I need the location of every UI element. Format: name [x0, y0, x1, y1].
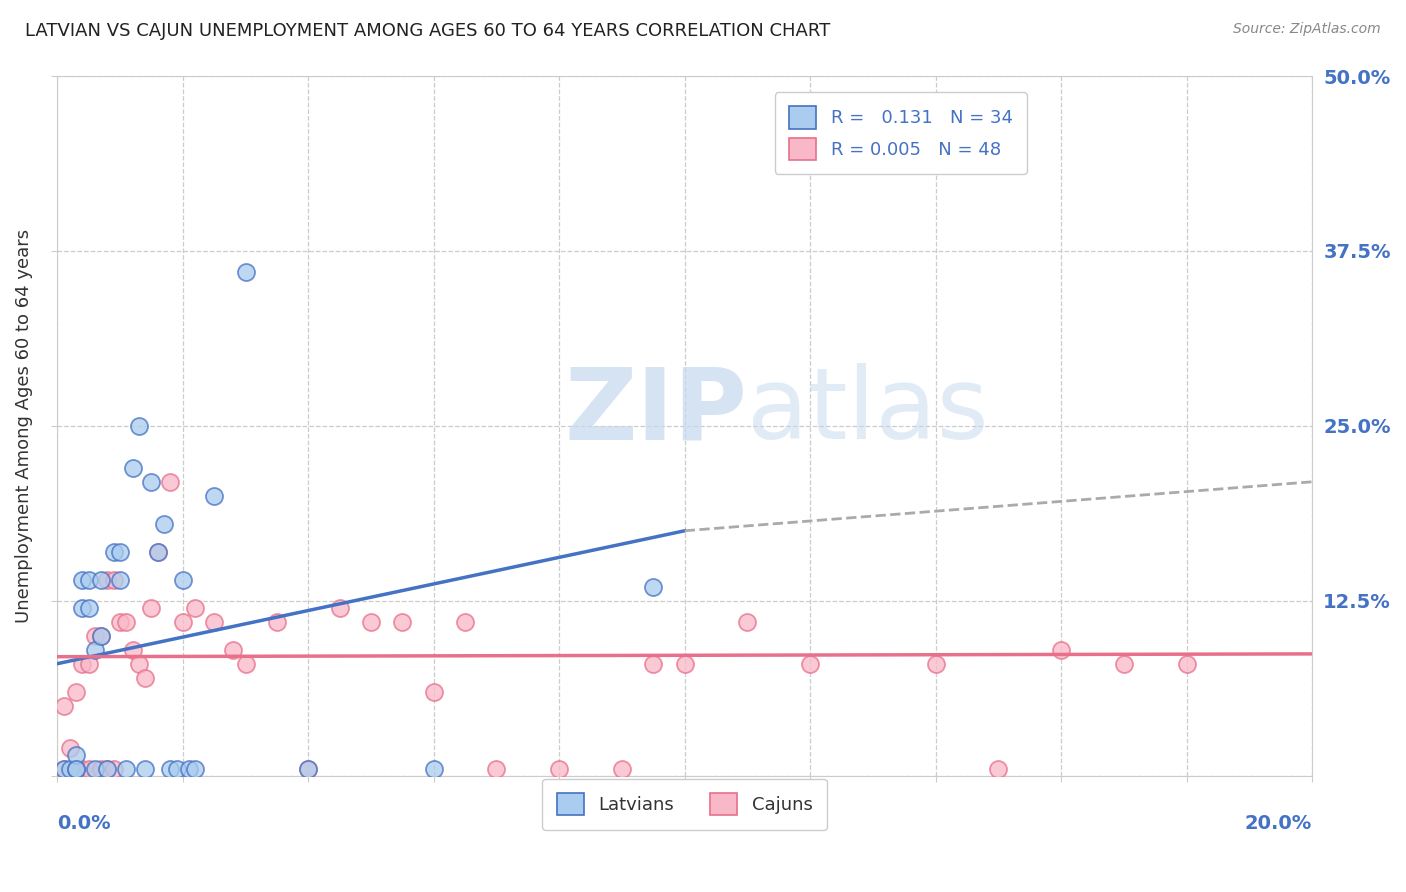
Point: [59, 762, 82, 776]
Point: [65, 684, 87, 698]
Point: [222, 642, 245, 657]
Point: [454, 615, 477, 629]
Point: [77, 762, 100, 776]
Point: [77, 573, 100, 587]
Point: [172, 573, 194, 587]
Point: [737, 615, 759, 629]
Point: [77, 657, 100, 671]
Point: [121, 460, 143, 475]
Point: [72, 600, 94, 615]
Point: [115, 762, 138, 776]
Point: [610, 762, 633, 776]
Point: [799, 657, 821, 671]
Point: [184, 600, 207, 615]
Point: [485, 762, 508, 776]
Point: [134, 671, 156, 685]
Point: [643, 580, 665, 594]
Point: [297, 762, 319, 776]
Point: [141, 475, 163, 489]
Point: [90, 629, 112, 643]
Point: [673, 657, 696, 671]
Point: [1175, 657, 1198, 671]
Point: [146, 545, 169, 559]
Point: [159, 762, 181, 776]
Point: [548, 762, 571, 776]
Point: [84, 629, 107, 643]
Point: [96, 762, 118, 776]
Point: [108, 615, 131, 629]
Point: [90, 573, 112, 587]
Point: [159, 475, 181, 489]
Point: [128, 418, 150, 433]
Point: [65, 747, 87, 762]
Point: [297, 762, 319, 776]
Text: ZIP: ZIP: [565, 363, 748, 460]
Point: [177, 762, 200, 776]
Point: [202, 489, 225, 503]
Text: 20.0%: 20.0%: [1244, 814, 1312, 833]
Point: [96, 762, 118, 776]
Y-axis label: Unemployment Among Ages 60 to 64 years: Unemployment Among Ages 60 to 64 years: [15, 228, 32, 623]
Point: [166, 762, 188, 776]
Text: Source: ZipAtlas.com: Source: ZipAtlas.com: [1233, 22, 1381, 37]
Text: atlas: atlas: [748, 363, 988, 460]
Point: [52, 762, 75, 776]
Point: [103, 573, 125, 587]
Point: [59, 740, 82, 755]
Point: [90, 629, 112, 643]
Point: [115, 615, 138, 629]
Point: [128, 657, 150, 671]
Point: [72, 573, 94, 587]
Point: [52, 698, 75, 713]
Point: [987, 762, 1010, 776]
Point: [108, 545, 131, 559]
Text: 0.0%: 0.0%: [58, 814, 111, 833]
Point: [266, 615, 288, 629]
Point: [77, 600, 100, 615]
Point: [141, 600, 163, 615]
Point: [172, 615, 194, 629]
Point: [423, 762, 446, 776]
Point: [391, 615, 413, 629]
Point: [184, 762, 207, 776]
Point: [924, 657, 946, 671]
Point: [72, 657, 94, 671]
Point: [202, 615, 225, 629]
Point: [90, 762, 112, 776]
Point: [108, 573, 131, 587]
Point: [84, 762, 107, 776]
Point: [103, 762, 125, 776]
Point: [65, 762, 87, 776]
Point: [329, 600, 352, 615]
Point: [423, 684, 446, 698]
Point: [360, 615, 382, 629]
Point: [65, 762, 87, 776]
Point: [96, 573, 118, 587]
Point: [1050, 642, 1073, 657]
Point: [52, 762, 75, 776]
Point: [235, 657, 257, 671]
Point: [134, 762, 156, 776]
Point: [72, 762, 94, 776]
Legend: Latvians, Cajuns: Latvians, Cajuns: [543, 779, 827, 830]
Point: [65, 762, 87, 776]
Point: [103, 545, 125, 559]
Point: [235, 265, 257, 279]
Point: [146, 545, 169, 559]
Point: [121, 642, 143, 657]
Point: [153, 516, 176, 531]
Point: [643, 657, 665, 671]
Point: [84, 642, 107, 657]
Text: LATVIAN VS CAJUN UNEMPLOYMENT AMONG AGES 60 TO 64 YEARS CORRELATION CHART: LATVIAN VS CAJUN UNEMPLOYMENT AMONG AGES…: [25, 22, 831, 40]
Point: [1112, 657, 1135, 671]
